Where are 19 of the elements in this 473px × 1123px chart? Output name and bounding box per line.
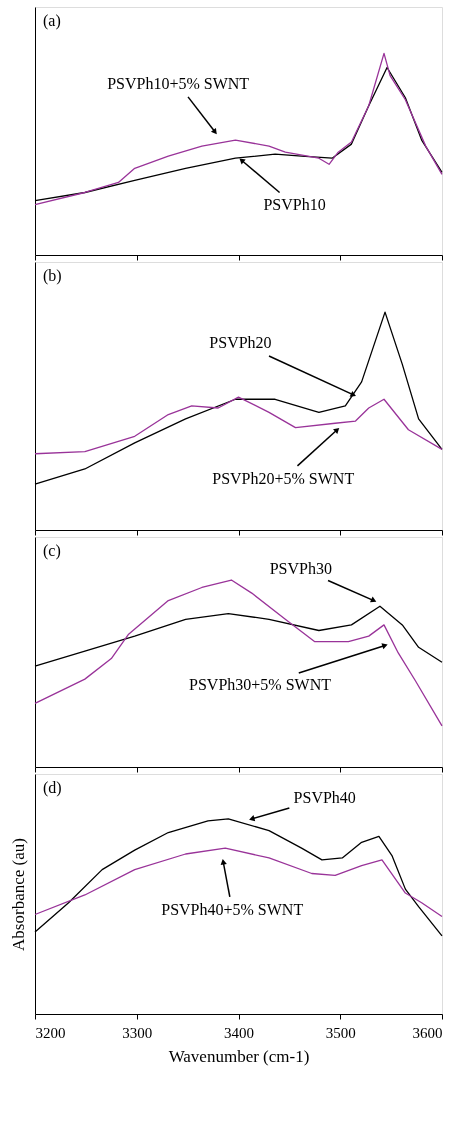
annotation: PSVPh10 xyxy=(263,196,326,214)
annotation: PSVPh40+5% SWNT xyxy=(161,900,304,918)
text: (d) xyxy=(43,779,62,797)
x-tick-label: 3300 xyxy=(122,1024,153,1041)
annotation: PSVPh30 xyxy=(269,559,332,577)
text: (b) xyxy=(43,267,62,285)
x-axis-title: Wavenumber (cm-1) xyxy=(168,1046,310,1066)
annotation: PSVPh20 xyxy=(209,333,272,351)
x-tick-label: 3500 xyxy=(325,1024,356,1041)
text: (a) xyxy=(43,12,61,30)
annotation: PSVPh20+5% SWNT xyxy=(212,469,355,487)
annotation: PSVPh10+5% SWNT xyxy=(107,75,250,93)
annotation: PSVPh40 xyxy=(293,788,356,806)
x-tick-label: 3400 xyxy=(224,1024,254,1041)
text: (c) xyxy=(43,542,61,560)
x-tick-label: 3600 xyxy=(412,1024,443,1041)
x-tick-label: 3200 xyxy=(35,1024,66,1041)
y-axis-title: Absorbance (au) xyxy=(8,838,28,951)
annotation: PSVPh30+5% SWNT xyxy=(189,676,332,694)
